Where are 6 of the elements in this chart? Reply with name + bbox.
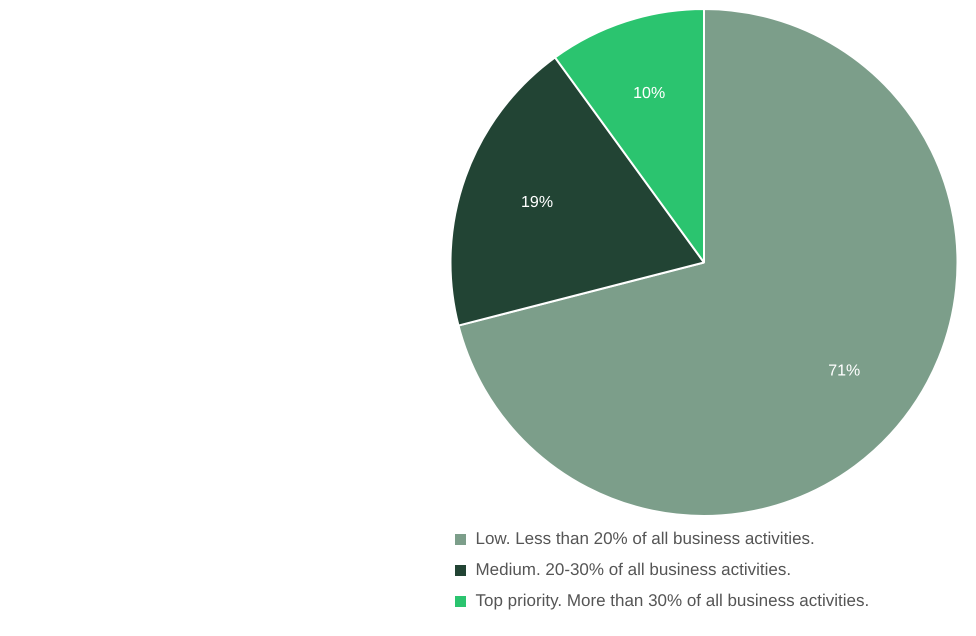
legend-label: Top priority. More than 30% of all business activities. bbox=[476, 591, 870, 610]
legend-label: Medium. 20-30% of all business activities. bbox=[476, 560, 792, 580]
data-label: 10% bbox=[633, 85, 666, 102]
legend-label: Low. Less than 20% of all business activities. bbox=[476, 529, 815, 548]
data-label: 19% bbox=[521, 194, 554, 211]
data-label: 71% bbox=[828, 362, 860, 380]
